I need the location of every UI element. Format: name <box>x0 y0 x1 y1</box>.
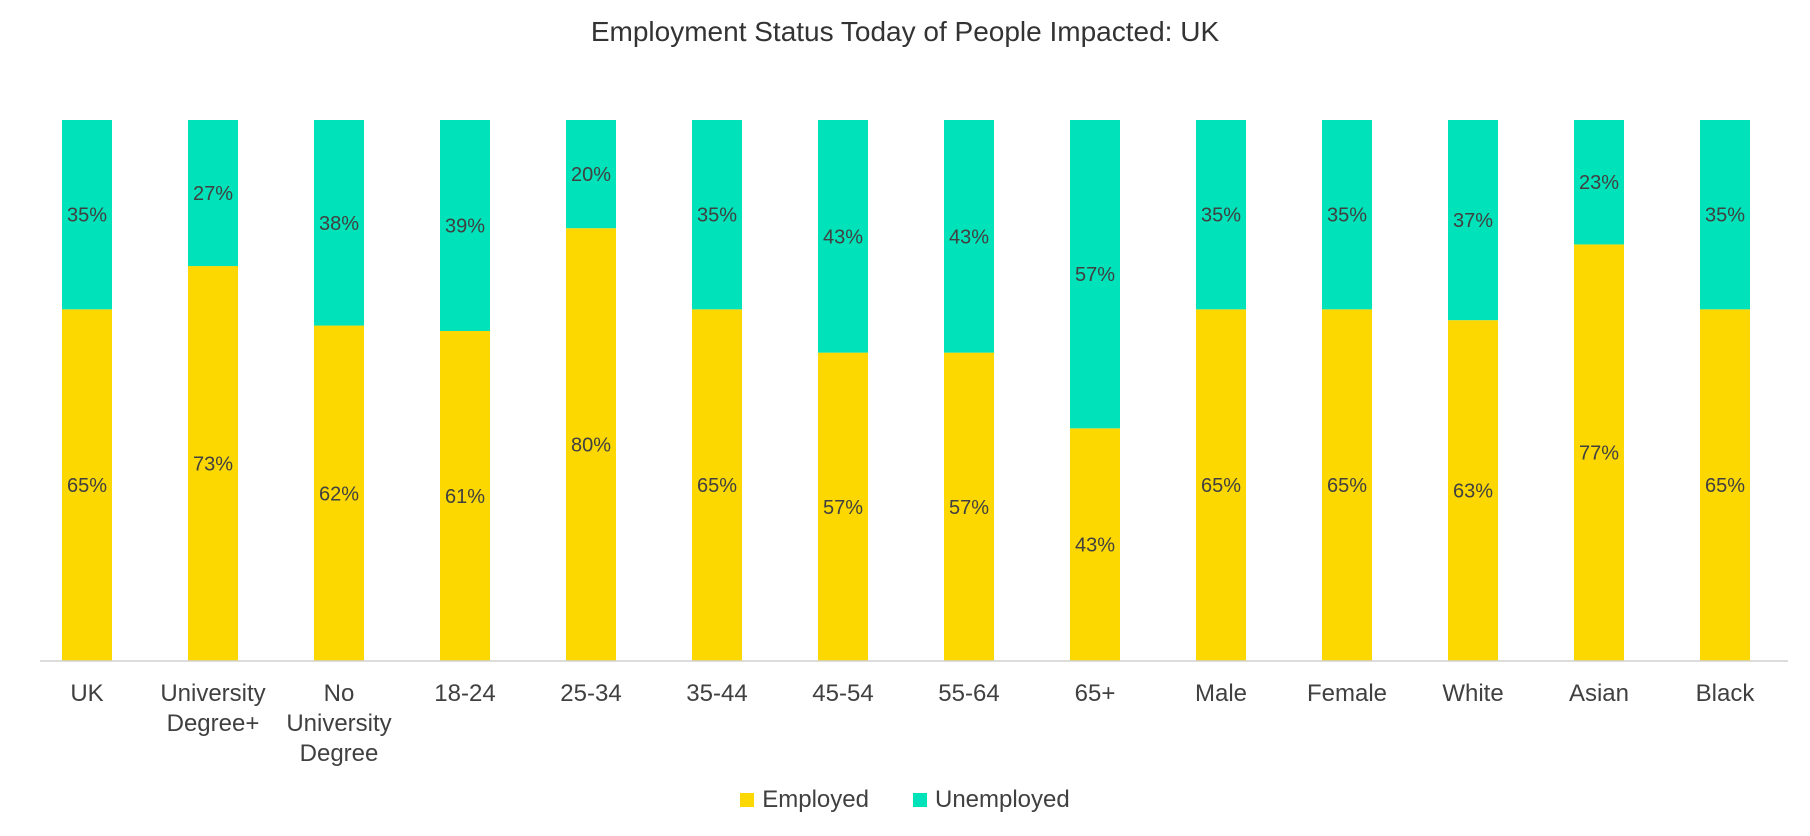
data-label-unemployed-18-24: 39% <box>445 215 485 237</box>
bar-employed-black[interactable] <box>1700 309 1750 661</box>
bar-unemployed-uk[interactable] <box>62 120 112 310</box>
bar-employed-uk[interactable] <box>62 309 112 661</box>
x-tick-label-18-24: 18-24 <box>434 680 495 707</box>
x-tick-label-65: 65+ <box>1075 680 1116 707</box>
data-label-unemployed-no-university-degree: 38% <box>319 213 359 235</box>
data-label-employed-asian: 77% <box>1579 443 1619 465</box>
legend-item-employed[interactable]: Employed <box>740 786 869 814</box>
bar-unemployed-45-54[interactable] <box>818 120 868 353</box>
data-label-unemployed-white: 37% <box>1453 210 1493 232</box>
bars-layer <box>62 120 1750 661</box>
bar-employed-white[interactable] <box>1448 320 1498 661</box>
data-label-employed-white: 63% <box>1453 481 1493 503</box>
data-label-employed-35-44: 65% <box>697 475 737 497</box>
bar-unemployed-university-degree[interactable] <box>188 120 238 267</box>
data-label-unemployed-35-44: 35% <box>697 205 737 227</box>
bar-employed-asian[interactable] <box>1574 244 1624 661</box>
bar-unemployed-black[interactable] <box>1700 120 1750 310</box>
x-tick-label-university-degree: University Degree+ <box>160 680 265 737</box>
data-label-unemployed-male: 35% <box>1201 205 1241 227</box>
bar-unemployed-18-24[interactable] <box>440 120 490 331</box>
bar-unemployed-35-44[interactable] <box>692 120 742 310</box>
bar-unemployed-white[interactable] <box>1448 120 1498 321</box>
legend: Employed Unemployed <box>0 786 1810 814</box>
data-label-employed-no-university-degree: 62% <box>319 483 359 505</box>
data-label-unemployed-black: 35% <box>1705 205 1745 227</box>
labels-layer: 65% 35% UK 73% 27% University Degree+ 62% 38% No U… <box>67 164 1755 767</box>
data-label-unemployed-25-34: 20% <box>571 164 611 186</box>
data-label-employed-university-degree: 73% <box>193 454 233 476</box>
x-tick-label-asian: Asian <box>1569 680 1629 707</box>
data-label-employed-uk: 65% <box>67 475 107 497</box>
data-label-unemployed-university-degree: 27% <box>193 183 233 205</box>
bar-unemployed-25-34[interactable] <box>566 120 616 229</box>
data-label-employed-45-54: 57% <box>823 497 863 519</box>
bar-unemployed-55-64[interactable] <box>944 120 994 353</box>
bar-employed-university-degree[interactable] <box>188 266 238 661</box>
legend-label-employed: Employed <box>762 786 869 813</box>
x-tick-label-55-64: 55-64 <box>938 680 999 707</box>
bar-employed-35-44[interactable] <box>692 309 742 661</box>
bar-unemployed-no-university-degree[interactable] <box>314 120 364 326</box>
data-label-employed-65: 43% <box>1075 535 1115 557</box>
data-label-unemployed-uk: 35% <box>67 205 107 227</box>
data-label-unemployed-55-64: 43% <box>949 226 989 248</box>
legend-label-unemployed: Unemployed <box>934 786 1070 813</box>
bar-employed-45-54[interactable] <box>818 352 868 661</box>
data-label-unemployed-65: 57% <box>1075 264 1115 286</box>
x-tick-label-45-54: 45-54 <box>812 680 873 707</box>
bar-employed-female[interactable] <box>1322 309 1372 661</box>
bar-unemployed-asian[interactable] <box>1574 120 1624 245</box>
data-label-employed-male: 65% <box>1201 475 1241 497</box>
x-tick-label-female: Female <box>1307 680 1387 707</box>
data-label-employed-female: 65% <box>1327 475 1367 497</box>
legend-swatch-employed <box>740 793 755 807</box>
x-tick-label-35-44: 35-44 <box>686 680 747 707</box>
legend-swatch-unemployed <box>912 793 927 807</box>
bar-unemployed-male[interactable] <box>1196 120 1246 310</box>
data-label-employed-25-34: 80% <box>571 435 611 457</box>
x-tick-label-white: White <box>1442 680 1503 707</box>
bar-employed-male[interactable] <box>1196 309 1246 661</box>
data-label-unemployed-asian: 23% <box>1579 172 1619 194</box>
x-tick-label-no-university-degree: No University Degree <box>286 680 391 767</box>
legend-item-unemployed[interactable]: Unemployed <box>912 786 1070 814</box>
data-label-employed-55-64: 57% <box>949 497 989 519</box>
x-tick-label-black: Black <box>1696 680 1756 707</box>
bar-employed-65[interactable] <box>1070 428 1120 661</box>
bar-employed-no-university-degree[interactable] <box>314 325 364 661</box>
x-tick-label-25-34: 25-34 <box>560 680 621 707</box>
x-tick-label-male: Male <box>1195 680 1247 707</box>
bar-employed-18-24[interactable] <box>440 330 490 661</box>
bar-unemployed-65[interactable] <box>1070 120 1120 429</box>
data-label-unemployed-female: 35% <box>1327 205 1367 227</box>
data-label-unemployed-45-54: 43% <box>823 226 863 248</box>
data-label-employed-black: 65% <box>1705 475 1745 497</box>
bar-unemployed-female[interactable] <box>1322 120 1372 310</box>
chart-title: Employment Status Today of People Impact… <box>590 16 1220 47</box>
bar-employed-55-64[interactable] <box>944 352 994 661</box>
x-tick-label-uk: UK <box>70 680 103 707</box>
bar-employed-25-34[interactable] <box>566 228 616 661</box>
data-label-employed-18-24: 61% <box>445 486 485 508</box>
